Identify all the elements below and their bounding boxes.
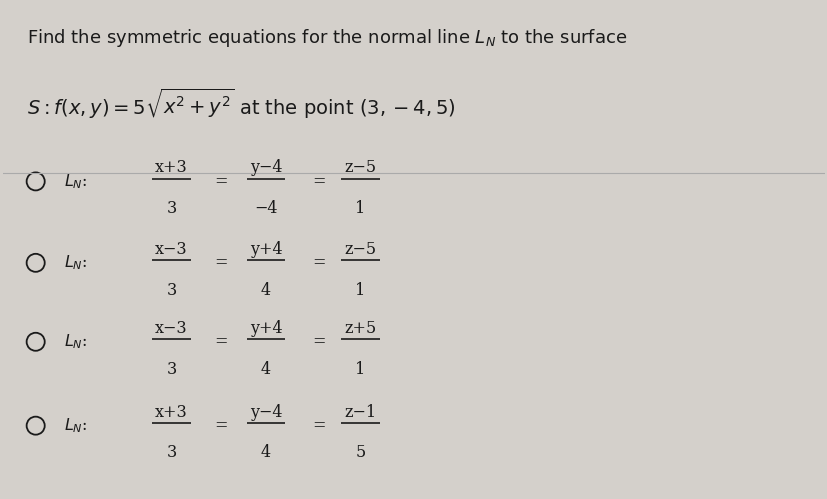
Text: $L_N$:: $L_N$: [65, 253, 88, 272]
Text: 4: 4 [261, 445, 270, 462]
Text: z−1: z−1 [344, 404, 376, 421]
Text: 4: 4 [261, 360, 270, 378]
Text: =: = [213, 254, 227, 271]
Text: =: = [313, 254, 326, 271]
Text: y+4: y+4 [250, 320, 282, 337]
Text: y−4: y−4 [250, 160, 282, 177]
Text: =: = [213, 417, 227, 434]
Text: =: = [313, 333, 326, 350]
Text: 3: 3 [166, 200, 176, 217]
Text: 1: 1 [355, 360, 366, 378]
Text: =: = [213, 173, 227, 190]
Text: x−3: x−3 [155, 320, 188, 337]
Text: 1: 1 [355, 200, 366, 217]
Text: 3: 3 [166, 281, 176, 298]
Text: x+3: x+3 [155, 160, 188, 177]
Text: x+3: x+3 [155, 404, 188, 421]
Text: z−5: z−5 [344, 160, 376, 177]
Text: $L_N$:: $L_N$: [65, 172, 88, 191]
Text: =: = [313, 417, 326, 434]
Text: z+5: z+5 [344, 320, 376, 337]
Text: 3: 3 [166, 445, 176, 462]
Text: $S: f(x, y) = 5\sqrt{x^2 + y^2}$ at the point $(3, -4, 5)$: $S: f(x, y) = 5\sqrt{x^2 + y^2}$ at the … [27, 87, 456, 121]
Text: 5: 5 [355, 445, 366, 462]
Text: =: = [313, 173, 326, 190]
Text: 4: 4 [261, 281, 270, 298]
Text: z−5: z−5 [344, 241, 376, 258]
Text: $L_N$:: $L_N$: [65, 416, 88, 435]
Text: x−3: x−3 [155, 241, 188, 258]
Text: 3: 3 [166, 360, 176, 378]
Text: −4: −4 [254, 200, 277, 217]
Text: =: = [213, 333, 227, 350]
Text: y−4: y−4 [250, 404, 282, 421]
Text: Find the symmetric equations for the normal line $L_N$ to the surface: Find the symmetric equations for the nor… [27, 27, 627, 49]
Text: 1: 1 [355, 281, 366, 298]
Text: y+4: y+4 [250, 241, 282, 258]
Text: $L_N$:: $L_N$: [65, 332, 88, 351]
